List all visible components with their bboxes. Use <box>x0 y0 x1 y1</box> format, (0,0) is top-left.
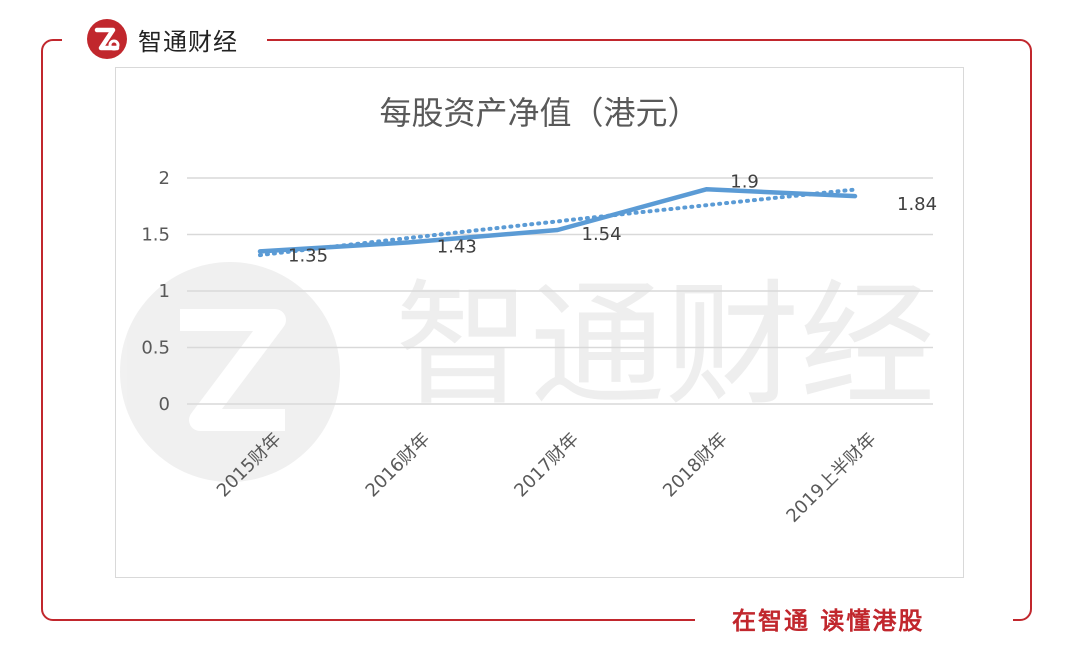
x-tick-label: 2019上半财年 <box>782 429 880 527</box>
chart-grid <box>187 177 933 405</box>
series-line <box>257 187 858 254</box>
chart-title: 每股资产净值（港元） <box>379 94 700 132</box>
x-tick-label: 2018财年 <box>659 429 732 502</box>
y-tick-label: 1 <box>159 281 170 302</box>
data-label: 1.9 <box>730 171 759 192</box>
x-tick-label: 2017财年 <box>510 429 583 502</box>
brand-header: 智通财经 <box>86 17 238 61</box>
y-tick-label: 1.5 <box>141 225 170 246</box>
y-tick-label: 2 <box>159 168 170 189</box>
chart-container <box>115 67 964 578</box>
y-tick-label: 0 <box>159 394 170 415</box>
data-label: 1.43 <box>437 236 477 257</box>
data-label: 1.54 <box>582 224 622 245</box>
data-label: 1.35 <box>288 245 328 266</box>
watermark-text: 智通财经 <box>395 267 935 424</box>
y-tick-label: 0.5 <box>141 338 170 359</box>
data-label: 1.84 <box>897 194 937 215</box>
footer-slogan: 在智通 读懂港股 <box>732 607 925 635</box>
watermark-logo-icon <box>120 262 340 482</box>
frame-gap-bottom <box>695 610 1013 634</box>
data-labels: 1.35 1.43 1.54 1.9 1.84 <box>288 171 937 266</box>
zt-logo-icon <box>87 19 127 59</box>
card-frame <box>41 39 1032 621</box>
x-tick-label: 2016财年 <box>362 429 435 502</box>
watermark: 智通财经 <box>120 262 935 482</box>
brand-name: 智通财经 <box>138 27 238 56</box>
chart-series <box>257 187 858 258</box>
y-axis-ticks: 0 0.5 1 1.5 2 <box>141 168 170 415</box>
